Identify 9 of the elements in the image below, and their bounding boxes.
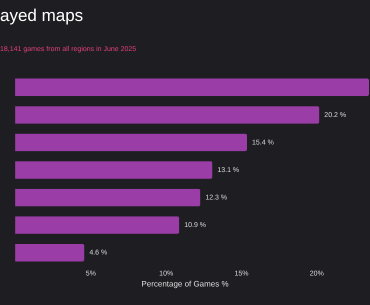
chart-title: ayed maps bbox=[0, 6, 84, 25]
bar bbox=[15, 106, 320, 124]
bar bbox=[15, 161, 212, 179]
bar bbox=[15, 134, 248, 152]
bar bbox=[15, 78, 369, 96]
bar bbox=[15, 244, 84, 262]
bar bbox=[15, 188, 200, 206]
x-axis-title: Percentage of Games % bbox=[141, 280, 229, 288]
bar bbox=[15, 216, 180, 234]
